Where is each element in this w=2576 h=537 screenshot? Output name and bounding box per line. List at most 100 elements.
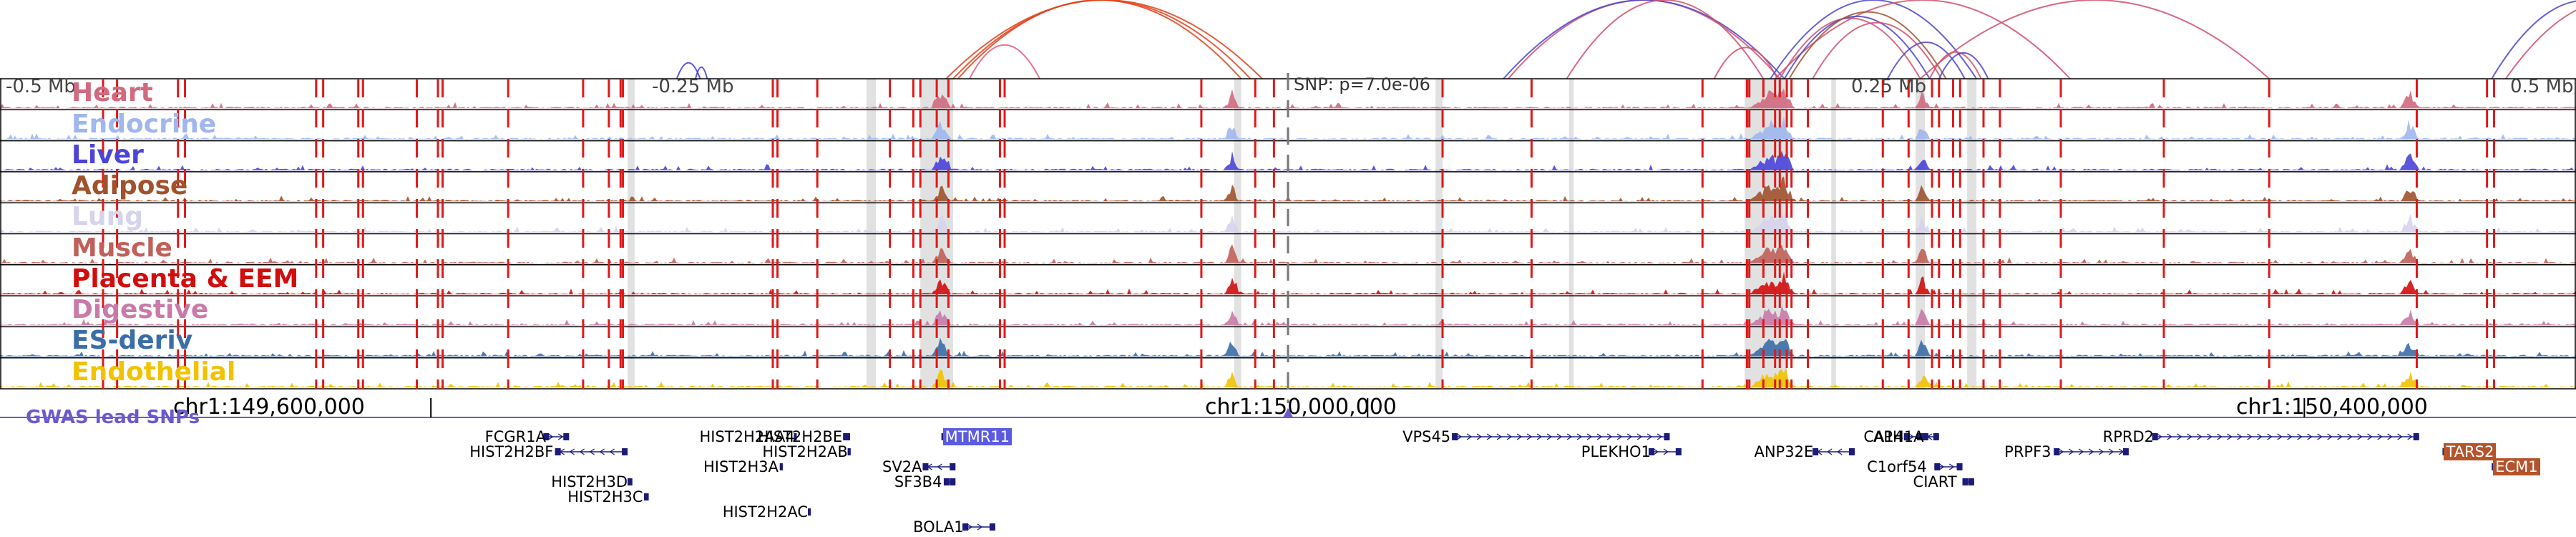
strand-arrow xyxy=(2167,433,2172,440)
track-label-digestive: Digestive xyxy=(72,295,209,324)
gene-label-sv2a: SV2A xyxy=(882,458,922,475)
gene-label-c1orf54: C1orf54 xyxy=(1867,458,1927,475)
strand-arrow xyxy=(2317,433,2323,440)
strand-arrow xyxy=(1938,463,1945,470)
strand-arrow xyxy=(2237,433,2243,440)
strand-arrow xyxy=(1626,433,1633,440)
strand-arrow xyxy=(2287,433,2293,440)
gwas-track-label: GWAS lead SNPs xyxy=(26,407,200,428)
interaction-arc xyxy=(1812,21,1942,79)
strand-arrow xyxy=(1646,433,1653,440)
gene-exon xyxy=(2054,448,2060,455)
strand-arrow xyxy=(1826,448,1833,455)
strand-arrow xyxy=(2157,433,2162,440)
gene-label-hist2h3c: HIST2H3C xyxy=(567,488,643,505)
strand-arrow xyxy=(1546,433,1553,440)
strand-arrow xyxy=(1566,433,1573,440)
gene-exon xyxy=(794,433,797,440)
interaction-arc xyxy=(1503,0,1785,79)
gene-exon xyxy=(950,478,956,485)
strand-arrow xyxy=(1596,433,1603,440)
track-label-liver: Liver xyxy=(72,140,144,170)
strand-arrow xyxy=(2177,433,2182,440)
strand-arrow xyxy=(2227,433,2233,440)
strand-arrow xyxy=(1657,433,1663,440)
gene-label-hist2h2bf: HIST2H2BF xyxy=(469,443,554,460)
strand-arrow xyxy=(579,448,585,455)
strand-arrow xyxy=(1526,433,1533,440)
gene-exon xyxy=(1649,448,1654,455)
strand-arrow xyxy=(2377,433,2383,440)
interaction-arc xyxy=(957,0,1242,79)
strand-arrow xyxy=(609,448,615,455)
gene-label-hist2h2ac: HIST2H2AC xyxy=(722,503,809,521)
interaction-arc xyxy=(1919,0,2270,79)
strand-arrow xyxy=(2387,433,2393,440)
strand-arrow xyxy=(1816,448,1823,455)
strand-arrow xyxy=(1636,433,1643,440)
interaction-arc xyxy=(1788,11,1947,79)
coordinate-tick-label: chr1:150,000,000 xyxy=(1205,395,1397,420)
track-label-endothelial: Endothelial xyxy=(72,357,236,387)
gene-exon xyxy=(555,448,561,455)
gene-exon xyxy=(779,463,783,470)
strand-arrow xyxy=(1536,433,1543,440)
interaction-arc xyxy=(1713,47,1778,79)
gene-exon xyxy=(1956,463,1963,470)
strand-arrow xyxy=(1653,448,1659,455)
strand-arrow xyxy=(1456,433,1463,440)
strand-arrow xyxy=(1908,433,1914,440)
track-label-muscle: Muscle xyxy=(72,233,172,263)
strand-arrow xyxy=(2357,433,2363,440)
strand-arrow xyxy=(2297,433,2303,440)
gene-label-ciart: CIART xyxy=(1913,473,1957,490)
coordinate-tick-label: chr1:150,400,000 xyxy=(2236,395,2428,420)
gene-label-ca14: CA14 xyxy=(1863,428,1904,445)
strand-arrow xyxy=(2347,433,2353,440)
gene-label-aph1a: APH1A xyxy=(1873,428,1924,445)
gene-exon xyxy=(2122,448,2129,455)
gene-exon xyxy=(1903,433,1910,440)
strand-arrow xyxy=(1836,448,1843,455)
gwas-snp-marker xyxy=(1283,408,1293,417)
interaction-arc xyxy=(2505,9,2576,79)
interaction-arc xyxy=(1783,16,1931,79)
track-label-placenta-eem: Placenta & EEM xyxy=(72,264,299,294)
gene-exon xyxy=(808,508,811,516)
interaction-arc xyxy=(2491,0,2576,79)
gene-exon xyxy=(1664,433,1670,440)
strand-arrow xyxy=(2058,448,2064,455)
gene-exon xyxy=(1962,478,1968,485)
gene-exon xyxy=(1916,433,1923,440)
gene-label-rprd2: RPRD2 xyxy=(2102,428,2155,445)
track-label-es-deriv: ES-deriv xyxy=(72,326,193,355)
strand-arrow xyxy=(2088,448,2094,455)
gene-label-bola1: BOLA1 xyxy=(913,518,964,536)
ld-snp-lines xyxy=(102,73,2495,403)
gene-exon xyxy=(1813,448,1819,455)
strand-arrow xyxy=(2247,433,2253,440)
gene-exon xyxy=(563,433,570,440)
coordinate-tick-label: chr1:149,600,000 xyxy=(173,395,365,420)
gene-exon xyxy=(1922,433,1928,440)
gene-label-sf3b4: SF3B4 xyxy=(894,473,942,490)
strand-arrow xyxy=(2068,448,2074,455)
offset-label: 0.5 Mb xyxy=(2510,76,2574,97)
gene-exon xyxy=(962,523,969,531)
track-label-lung: Lung xyxy=(72,202,143,231)
gene-exon xyxy=(622,448,628,455)
gene-label-hist2h2aa4: HIST2H2AA4 xyxy=(699,428,795,445)
strand-arrow xyxy=(1948,463,1955,470)
gene-exon xyxy=(1675,448,1682,455)
gene-exon xyxy=(628,478,633,485)
gene-label-vps45: VPS45 xyxy=(1402,428,1451,445)
strand-arrow xyxy=(2108,448,2114,455)
track-label-heart: Heart xyxy=(72,78,153,107)
interaction-arc xyxy=(675,62,701,79)
strand-arrow xyxy=(1486,433,1493,440)
strand-arrow xyxy=(1606,433,1613,440)
strand-arrow xyxy=(599,448,605,455)
strand-arrow xyxy=(1476,433,1483,440)
strand-arrow xyxy=(937,463,942,470)
